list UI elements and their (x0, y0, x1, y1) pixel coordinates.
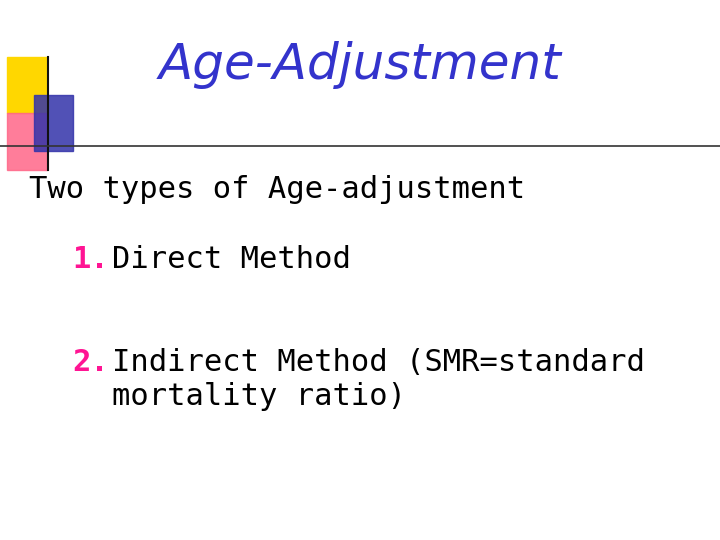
Bar (7, 57, 47, 113)
Text: 2.: 2. (72, 348, 109, 377)
Text: Two types of Age-adjustment: Two types of Age-adjustment (29, 174, 525, 204)
Text: Indirect Method (SMR=standard
mortality ratio): Indirect Method (SMR=standard mortality … (112, 348, 644, 411)
Text: Direct Method: Direct Method (112, 245, 351, 274)
Bar (34, 94, 73, 151)
Text: 1.: 1. (72, 245, 109, 274)
Text: Age-Adjustment: Age-Adjustment (158, 41, 562, 89)
Bar (7, 113, 47, 170)
